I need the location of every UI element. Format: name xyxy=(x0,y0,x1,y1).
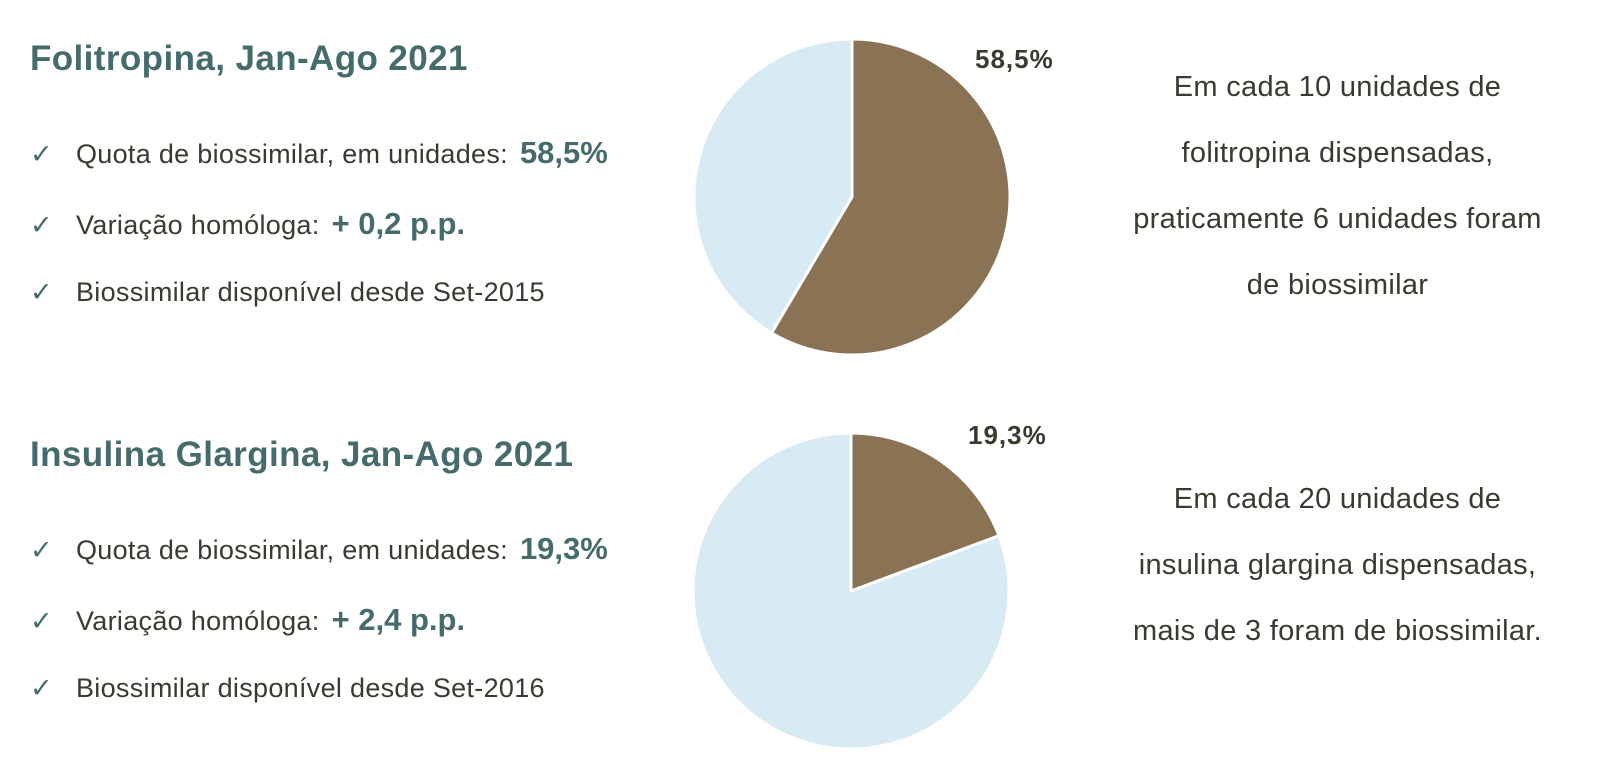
section-folitropina: Folitropina, Jan-Ago 2021 ✓ Quota de bio… xyxy=(30,39,630,308)
note-line: praticamente 6 unidades foram xyxy=(1133,203,1542,235)
checkmark-icon: ✓ xyxy=(30,276,53,307)
bullet-label: Biossimilar disponível desde Set-2016 xyxy=(76,672,545,703)
bullet-variacao: ✓ Variação homóloga: + 0,2 p.p. xyxy=(30,206,630,242)
note-line: mais de 3 foram de biossimilar. xyxy=(1132,615,1542,647)
pie-chart-insulina-glargina xyxy=(691,431,1011,751)
bullet-label: Quota de biossimilar, em unidades: xyxy=(76,138,508,169)
pie-data-label: 19,3% xyxy=(968,420,1047,450)
checkmark-icon: ✓ xyxy=(30,209,53,240)
bullet-value: 58,5% xyxy=(519,134,608,170)
bullet-quota: ✓ Quota de biossimilar, em unidades: 19,… xyxy=(30,531,630,567)
note-line: insulina glargina dispensadas, xyxy=(1138,549,1537,581)
note-line: Em cada 10 unidades de xyxy=(1173,71,1502,103)
section-title-insulina-glargina: Insulina Glargina, Jan-Ago 2021 xyxy=(30,435,574,474)
bullet-variacao: ✓ Variação homóloga: + 2,4 p.p. xyxy=(30,602,630,638)
checkmark-icon: ✓ xyxy=(30,138,53,169)
bullet-disponivel: ✓ Biossimilar disponível desde Set-2015 xyxy=(30,277,630,308)
bullet-value: 19,3% xyxy=(519,530,608,566)
note-insulina-glargina: Em cada 20 unidades de insulina glargina… xyxy=(1075,466,1600,664)
section-title-folitropina: Folitropina, Jan-Ago 2021 xyxy=(30,39,468,78)
pie-chart-folitropina xyxy=(692,37,1012,357)
bullet-label: Quota de biossimilar, em unidades: xyxy=(76,534,508,565)
note-line: Em cada 20 unidades de xyxy=(1173,483,1502,515)
bullet-label: Variação homóloga: xyxy=(76,209,320,240)
bullet-label: Variação homóloga: xyxy=(76,605,320,636)
bullet-quota: ✓ Quota de biossimilar, em unidades: 58,… xyxy=(30,135,630,171)
note-folitropina: Em cada 10 unidades de folitropina dispe… xyxy=(1075,54,1600,318)
pie-data-label: 58,5% xyxy=(975,44,1054,74)
note-line: folitropina dispensadas, xyxy=(1181,137,1494,169)
checkmark-icon: ✓ xyxy=(30,605,53,636)
bullet-value: + 0,2 p.p. xyxy=(331,205,466,241)
note-line: de biossimilar xyxy=(1246,269,1429,301)
bullet-label: Biossimilar disponível desde Set-2015 xyxy=(76,276,545,307)
bullet-value: + 2,4 p.p. xyxy=(331,601,466,637)
bullet-list: ✓ Quota de biossimilar, em unidades: 19,… xyxy=(30,531,630,704)
checkmark-icon: ✓ xyxy=(30,672,53,703)
section-insulina-glargina: Insulina Glargina, Jan-Ago 2021 ✓ Quota … xyxy=(30,435,630,704)
checkmark-icon: ✓ xyxy=(30,534,53,565)
bullet-disponivel: ✓ Biossimilar disponível desde Set-2016 xyxy=(30,673,630,704)
bullet-list: ✓ Quota de biossimilar, em unidades: 58,… xyxy=(30,135,630,308)
